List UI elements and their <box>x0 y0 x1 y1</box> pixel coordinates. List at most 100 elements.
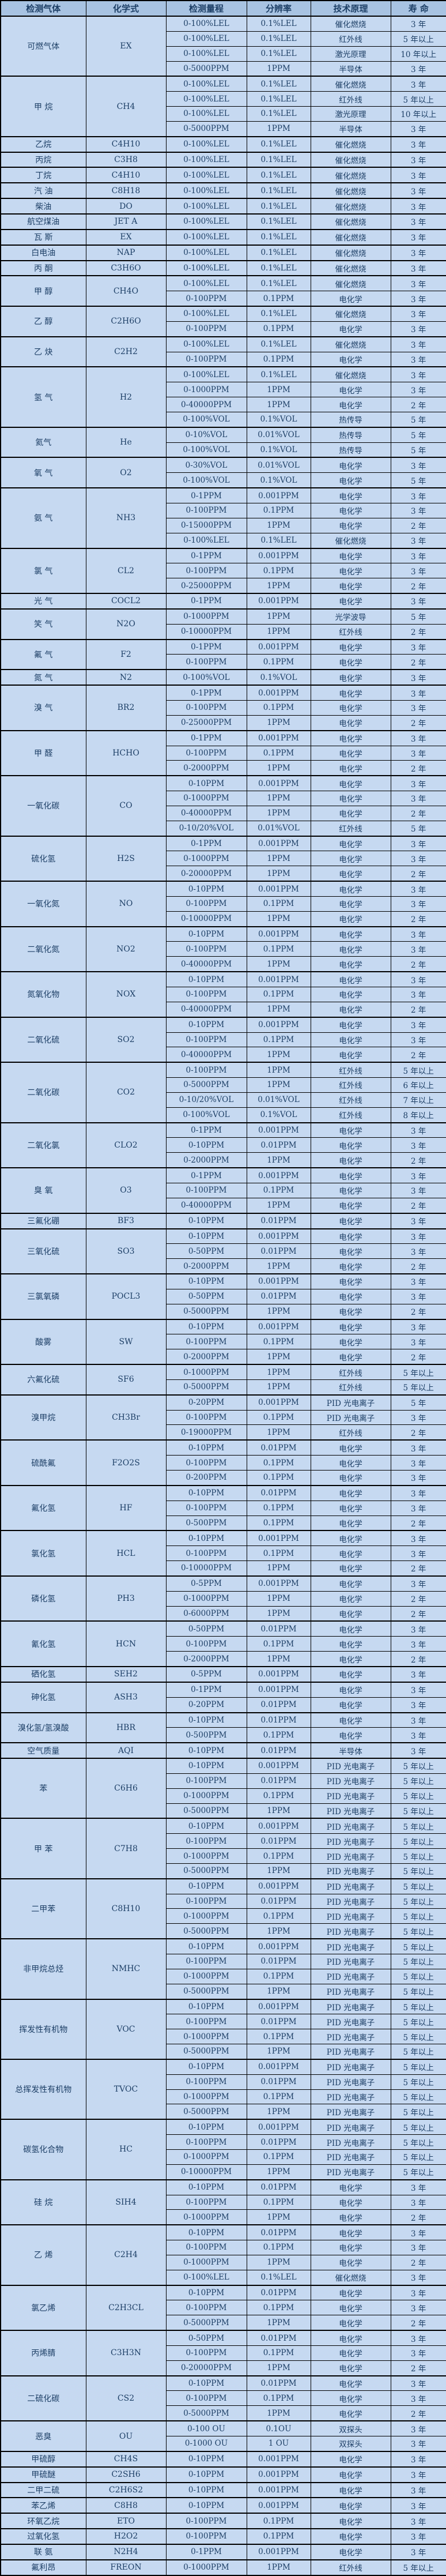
gas-formula-cell: C6H6 <box>85 1758 167 1819</box>
resolution-cell: 1PPM <box>246 2209 311 2225</box>
gas-row: 0-40000PPM 1PPM 电化学 2 年 <box>1 1047 446 1063</box>
resolution-cell: 0.1%LEL <box>246 76 311 92</box>
gas-row: 0-100PPM 0.1PPM 电化学 3 年 <box>1 2240 446 2255</box>
resolution-cell: 1PPM <box>246 2044 311 2060</box>
principle-cell: 电化学 <box>310 729 391 746</box>
gas-formula-cell: CO2 <box>85 1062 167 1123</box>
lifespan-cell: 6 年以上 <box>390 1077 446 1093</box>
resolution-cell: 1PPM <box>246 1062 311 1078</box>
lifespan-cell: 3 年 <box>390 61 446 77</box>
header-row: 检测气体 化学式 检测量程 分辨率 技术原理 寿 命 <box>0 0 446 17</box>
range-cell: 0-10PPM <box>165 2119 247 2135</box>
gas-row: 溴甲烷 CH3Br 0-20PPM 0.001PPM PID 光电离子 5 年 <box>0 1394 446 1441</box>
principle-cell: 电化学 <box>310 1288 391 1304</box>
lifespan-cell: 3 年 <box>390 669 446 686</box>
range-cell: 0-100PPM <box>165 654 247 670</box>
gas-name-cell: 笑 气 <box>0 608 86 640</box>
resolution-cell: 0.001PPM <box>246 1318 311 1335</box>
principle-cell: 电化学 <box>310 1439 391 1456</box>
range-cell: 0-10PPM <box>165 1273 247 1289</box>
lifespan-cell: 5 年以上 <box>390 2058 446 2075</box>
principle-cell: 电化学 <box>310 2300 391 2316</box>
resolution-cell: 1PPM <box>246 397 311 412</box>
gas-row: 挥发性有机物 VOC 0-10PPM 0.001PPM PID 光电离子 5 年以上 <box>0 1998 446 2060</box>
principle-cell: 催化燃烧 <box>310 336 391 352</box>
lifespan-cell: 3 年 <box>390 244 446 261</box>
gas-row: 硫化氢 H2S 0-1PPM 0.001PPM 电化学 3 年 <box>0 835 446 882</box>
range-cell: 0-100%LEL <box>165 2269 247 2286</box>
lifespan-cell: 3 年 <box>390 1697 446 1713</box>
principle-cell: PID 光电离子 <box>310 1908 391 1924</box>
range-cell: 0-1000PPM <box>165 1364 247 1380</box>
range-cell: 0-1PPM <box>165 835 247 852</box>
gas-name-cell: 氮氧化物 <box>0 971 86 1018</box>
gas-row: 0-100PPM 0.01PPM PID 光电离子 5 年以上 <box>1 2014 446 2030</box>
resolution-cell: 0.1%LEL <box>246 31 311 47</box>
gas-row: 氯乙烯 C2H3CL 0-10PPM 0.01PPM 电化学 3 年 <box>0 2284 446 2331</box>
principle-cell: 电化学 <box>310 2390 391 2406</box>
gas-formula-cell: PH3 <box>85 1575 167 1622</box>
gas-row: 0-100PPM 0.1PPM 电化学 3 年 <box>1 563 446 579</box>
resolution-cell: 0.1PPM <box>246 1334 311 1350</box>
gas-name-cell: 氟利昂 <box>0 2559 86 2576</box>
gas-formula-cell: C8H10 <box>85 1878 167 1939</box>
gas-name-cell: 空气质量 <box>0 1742 86 1759</box>
lifespan-cell: 2 年 <box>390 1651 446 1667</box>
gas-row: 0-100%LEL 0.1%LEL 红外线 5 年以上 <box>1 31 446 47</box>
principle-cell: 红外线 <box>310 1424 391 1441</box>
range-cell: 0-100%LEL <box>165 198 247 215</box>
principle-cell: PID 光电离子 <box>310 1788 391 1804</box>
range-cell: 0-10PPM <box>165 1228 247 1244</box>
gas-formula-cell: C2H3CL <box>85 2284 167 2331</box>
range-cell: 0-1PPM <box>165 1122 247 1138</box>
gas-name-cell: 三氯氧磷 <box>0 1273 86 1320</box>
lifespan-cell: 5 年以上 <box>390 2119 446 2135</box>
principle-cell: PID 光电离子 <box>310 1923 391 1939</box>
gas-name-cell: 丙烷 <box>0 151 86 168</box>
lifespan-cell: 5 年以上 <box>390 1923 446 1939</box>
lifespan-cell: 5 年以上 <box>390 1938 446 1955</box>
gas-name-cell: 氰化氢 <box>0 1620 86 1667</box>
gas-name-cell: 二氧化氮 <box>0 926 86 972</box>
resolution-cell: 0.1PPM <box>246 2390 311 2406</box>
resolution-cell: 0.001PPM <box>246 547 311 564</box>
range-cell: 0-100%LEL <box>165 106 247 122</box>
lifespan-cell: 3 年 <box>390 745 446 761</box>
gas-row: 0-25000PPM 1PPM 电化学 2 年 <box>1 578 446 594</box>
range-cell: 0-100PPM <box>165 2528 247 2545</box>
gas-formula-cell: NO <box>85 881 167 927</box>
gas-row: 0-1000PPM 0.1PPM PID 光电离子 5 年以上 <box>1 1968 446 1984</box>
gas-name-cell: 甲 苯 <box>0 1818 86 1879</box>
principle-cell: 电化学 <box>310 1258 391 1274</box>
principle-cell: 电化学 <box>310 805 391 821</box>
range-cell: 0-1PPM <box>165 685 247 701</box>
gas-row: 0-100PPM 0.1PPM 电化学 3 年 <box>1 1545 446 1562</box>
range-cell: 0-100PPM <box>165 2345 247 2361</box>
principle-cell: PID 光电离子 <box>310 1968 391 1984</box>
resolution-cell: 0.1%VOL <box>246 442 311 458</box>
gas-formula-cell: CH4S <box>85 2450 167 2468</box>
gas-name-cell: 恶臭 <box>0 2420 86 2452</box>
gas-formula-cell: CL2 <box>85 547 167 594</box>
resolution-cell: 1PPM <box>246 2254 311 2270</box>
principle-cell: PID 光电离子 <box>310 2014 391 2030</box>
principle-cell: 电化学 <box>310 911 391 927</box>
lifespan-cell: 3 年 <box>390 2420 446 2437</box>
resolution-cell: 1PPM <box>246 1197 311 1214</box>
gas-row: 甲 苯 C7H8 0-10PPM 0.001PPM PID 光电离子 5 年以上 <box>0 1818 446 1879</box>
principle-cell: PID 光电离子 <box>310 2119 391 2135</box>
resolution-cell: 0.01PPM <box>246 2014 311 2030</box>
gas-row: 0-19000PPM 1PPM 红外线 2 年 <box>1 1424 446 1441</box>
gas-row: 0-10000PPM 1PPM 红外线 2 年 <box>1 623 446 640</box>
resolution-cell: 0.01%VOL <box>246 820 311 837</box>
gas-formula-cell: C8H8 <box>85 2497 167 2514</box>
resolution-cell: 0.001PPM <box>246 1273 311 1289</box>
resolution-cell: 0.1PPM <box>246 1788 311 1804</box>
principle-cell: 电化学 <box>310 2179 391 2195</box>
principle-cell: 电化学 <box>310 700 391 716</box>
resolution-cell: 1PPM <box>246 2104 311 2120</box>
resolution-cell: 0.1PPM <box>246 1500 311 1516</box>
lifespan-cell: 3 年 <box>390 1620 446 1637</box>
principle-cell: 电化学 <box>310 321 391 337</box>
gas-formula-cell: O2 <box>85 457 167 488</box>
